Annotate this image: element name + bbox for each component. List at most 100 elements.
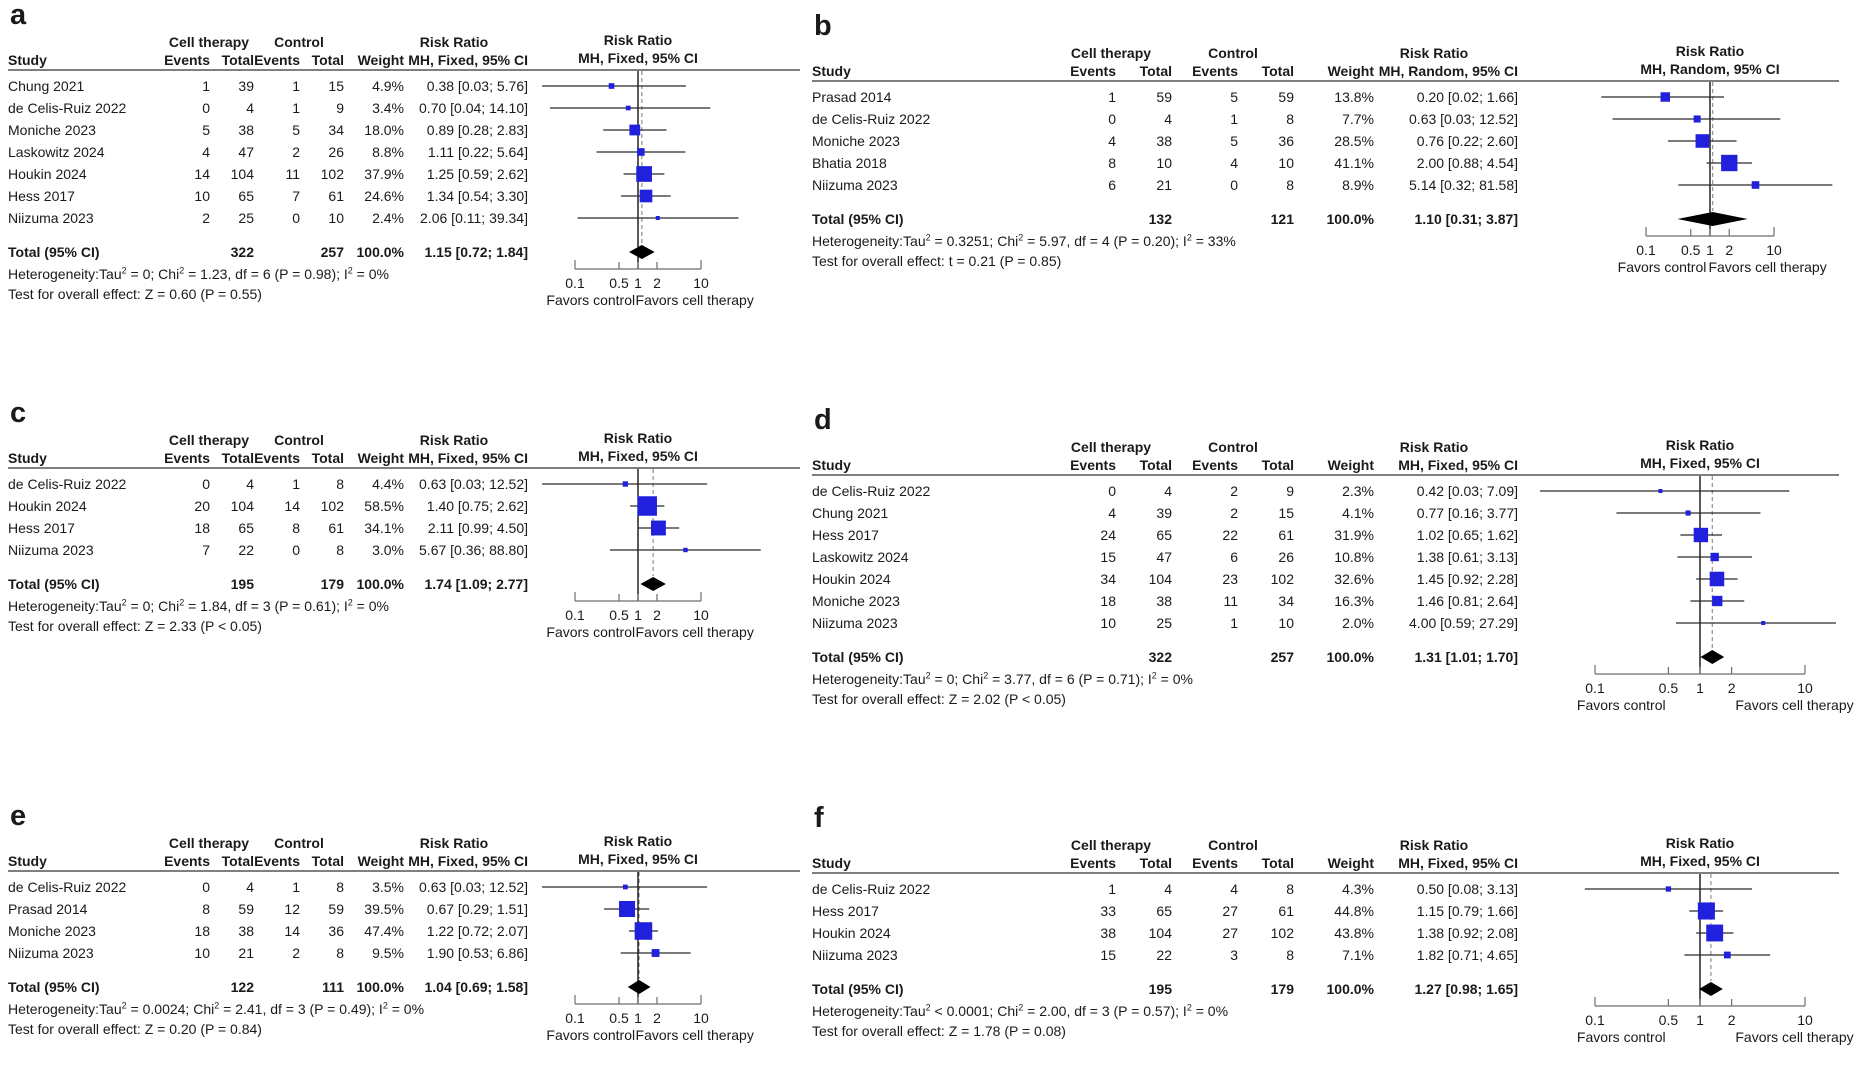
- study-value: 34: [328, 122, 344, 138]
- study-value: 6: [1108, 177, 1116, 193]
- forest-plot-canvas: 0.1 0.5 1 2 10 Favors control Favors cell ther…: [1601, 82, 1833, 275]
- header-separator-line: [8, 467, 800, 469]
- col-header-model: MH, Fixed, 95% CI: [408, 450, 528, 466]
- panel-letter: f: [814, 802, 824, 834]
- col-header-events: Events: [1192, 855, 1238, 871]
- col-group-cell-therapy: Cell therapy: [168, 835, 250, 851]
- col-group-risk-ratio: Risk Ratio: [419, 835, 489, 851]
- total-c-total: 111: [322, 979, 344, 995]
- favors-cell-therapy-label: Favors cell therapy: [1735, 1029, 1853, 1045]
- study-value: 10: [1156, 155, 1172, 171]
- study-point-square: [655, 216, 660, 220]
- col-header-total: Total: [1261, 457, 1294, 473]
- study-value: 59: [1156, 89, 1172, 105]
- study-value: 7: [202, 542, 210, 558]
- study-value: 15: [328, 78, 344, 94]
- study-value: 7.1%: [1342, 947, 1374, 963]
- x-axis-tick-label: 2: [1725, 242, 1733, 258]
- study-value: 28.5%: [1334, 133, 1374, 149]
- col-group-risk-ratio: Risk Ratio: [1399, 439, 1469, 455]
- study-value: 10: [1278, 155, 1294, 171]
- study-value: 27: [1222, 925, 1238, 941]
- study-risk-ratio-ci: 0.20 [0.02; 1.66]: [1416, 89, 1518, 105]
- study-value: 39: [1156, 505, 1172, 521]
- panel-letter: a: [10, 0, 27, 31]
- total-weight: 100.0%: [1326, 649, 1374, 665]
- col-group-cell-therapy: Cell therapy: [1070, 837, 1152, 853]
- total-c-total: 257: [320, 244, 344, 260]
- study-value: 34: [1278, 593, 1294, 609]
- study-value: 39: [238, 78, 254, 94]
- study-value: 12: [284, 901, 300, 917]
- x-axis-tick-label: 0.1: [1636, 242, 1656, 258]
- header-separator-line: [8, 69, 800, 71]
- study-risk-ratio-ci: 1.40 [0.75; 2.62]: [426, 498, 528, 514]
- header-separator-line: [812, 872, 1839, 874]
- study-name: Hess 2017: [8, 520, 75, 536]
- study-name: de Celis-Ruiz 2022: [8, 879, 127, 895]
- total-risk-ratio-ci: 1.27 [0.98; 1.65]: [1414, 981, 1518, 997]
- col-header-total: Total: [221, 52, 254, 68]
- study-name: Hess 2017: [8, 188, 75, 204]
- total-label: Total (95% CI): [812, 981, 904, 997]
- study-value: 8.9%: [1342, 177, 1374, 193]
- study-value: 5: [1230, 89, 1238, 105]
- col-header-model: MH, Fixed, 95% CI: [1398, 457, 1518, 473]
- col-header-total: Total: [221, 450, 254, 466]
- x-axis-tick-label: 10: [693, 275, 709, 291]
- study-name: Niizuma 2023: [8, 945, 94, 961]
- total-diamond: [640, 577, 666, 591]
- study-value: 24.6%: [364, 188, 404, 204]
- study-value: 22: [1156, 947, 1172, 963]
- study-point-square: [1693, 115, 1701, 123]
- col-group-risk-ratio: Risk Ratio: [419, 34, 489, 50]
- study-point-square: [1693, 527, 1709, 543]
- study-value: 2: [292, 144, 300, 160]
- study-value: 38: [1156, 133, 1172, 149]
- study-value: 47.4%: [364, 923, 404, 939]
- study-value: 8: [1286, 881, 1294, 897]
- col-header-events: Events: [1070, 457, 1116, 473]
- favors-control-label: Favors control: [1577, 1029, 1666, 1045]
- study-risk-ratio-ci: 0.67 [0.29; 1.51]: [426, 901, 528, 917]
- favors-control-label: Favors control: [546, 292, 635, 308]
- study-value: 32.6%: [1334, 571, 1374, 587]
- study-value: 0: [1108, 483, 1116, 499]
- x-axis-tick-label: 1: [634, 607, 642, 623]
- study-value: 8: [336, 542, 344, 558]
- heterogeneity-text: Heterogeneity:Tau2 = 0; Chi2 = 3.77, df …: [812, 670, 1193, 687]
- study-value: 0: [292, 210, 300, 226]
- plot-column-header: Risk Ratio MH, Random, 95% CI: [1640, 43, 1780, 77]
- study-point-square: [683, 547, 688, 553]
- col-group-control: Control: [1208, 45, 1258, 61]
- x-axis-tick-label: 1: [634, 1010, 642, 1026]
- col-header-total: Total: [311, 52, 344, 68]
- col-header-events: Events: [164, 450, 210, 466]
- study-value: 18: [194, 923, 210, 939]
- study-value: 1: [1108, 881, 1116, 897]
- favors-control-label: Favors control: [546, 1027, 635, 1043]
- study-value: 61: [1278, 903, 1294, 919]
- study-value: 1: [292, 100, 300, 116]
- study-value: 39.5%: [364, 901, 404, 917]
- study-name: de Celis-Ruiz 2022: [812, 111, 931, 127]
- study-point-square: [622, 481, 629, 487]
- total-weight: 100.0%: [1326, 211, 1374, 227]
- study-value: 61: [328, 520, 344, 536]
- study-value: 4: [202, 144, 210, 160]
- col-group-control: Control: [1208, 837, 1258, 853]
- x-axis-tick-label: 10: [693, 1010, 709, 1026]
- plot-column-header: Risk Ratio MH, Fixed, 95% CI: [578, 833, 698, 867]
- panel-letter: d: [814, 404, 832, 436]
- study-name: Houkin 2024: [8, 498, 87, 514]
- total-diamond: [1700, 650, 1725, 664]
- total-ct-total: 322: [230, 244, 254, 260]
- total-label: Total (95% CI): [8, 979, 100, 995]
- study-value: 1: [292, 476, 300, 492]
- x-axis-tick-label: 0.1: [565, 275, 585, 291]
- study-value: 1: [1230, 615, 1238, 631]
- study-risk-ratio-ci: 0.38 [0.03; 5.76]: [426, 78, 528, 94]
- study-name: Niizuma 2023: [8, 210, 94, 226]
- study-value: 8: [1286, 177, 1294, 193]
- study-value: 102: [320, 498, 344, 514]
